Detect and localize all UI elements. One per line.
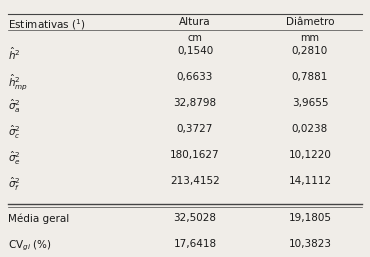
Text: 0,1540: 0,1540 <box>177 46 213 56</box>
Text: 180,1627: 180,1627 <box>170 150 220 160</box>
Text: $\hat{\sigma}^{2}_{e}$: $\hat{\sigma}^{2}_{e}$ <box>8 150 21 167</box>
Text: 10,3823: 10,3823 <box>289 239 332 249</box>
Text: CV$_{gi}$ (%): CV$_{gi}$ (%) <box>8 239 52 253</box>
Text: 17,6418: 17,6418 <box>174 239 216 249</box>
Text: Diâmetro: Diâmetro <box>286 17 334 27</box>
Text: 10,1220: 10,1220 <box>289 150 332 160</box>
Text: 0,2810: 0,2810 <box>292 46 328 56</box>
Text: mm: mm <box>300 33 320 43</box>
Text: $\hat{h}^{2}$: $\hat{h}^{2}$ <box>8 46 20 62</box>
Text: 0,3727: 0,3727 <box>177 124 213 134</box>
Text: 14,1112: 14,1112 <box>289 176 332 186</box>
Text: 3,9655: 3,9655 <box>292 98 328 108</box>
Text: 0,7881: 0,7881 <box>292 72 328 82</box>
Text: cm: cm <box>188 33 202 43</box>
Text: $\hat{\sigma}^{2}_{a}$: $\hat{\sigma}^{2}_{a}$ <box>8 98 21 115</box>
Text: Altura: Altura <box>179 17 211 27</box>
Text: 0,6633: 0,6633 <box>177 72 213 82</box>
Text: Estimativas ($^{1}$): Estimativas ($^{1}$) <box>8 17 86 32</box>
Text: 213,4152: 213,4152 <box>170 176 220 186</box>
Text: Média geral: Média geral <box>8 213 69 224</box>
Text: 32,8798: 32,8798 <box>174 98 216 108</box>
Text: 19,1805: 19,1805 <box>289 213 332 223</box>
Text: $\hat{h}^{2}_{mp}$: $\hat{h}^{2}_{mp}$ <box>8 72 28 92</box>
Text: $\hat{\sigma}^{2}_{f}$: $\hat{\sigma}^{2}_{f}$ <box>8 176 20 193</box>
Text: 0,0238: 0,0238 <box>292 124 328 134</box>
Text: 32,5028: 32,5028 <box>174 213 216 223</box>
Text: $\hat{\sigma}^{2}_{c}$: $\hat{\sigma}^{2}_{c}$ <box>8 124 21 141</box>
